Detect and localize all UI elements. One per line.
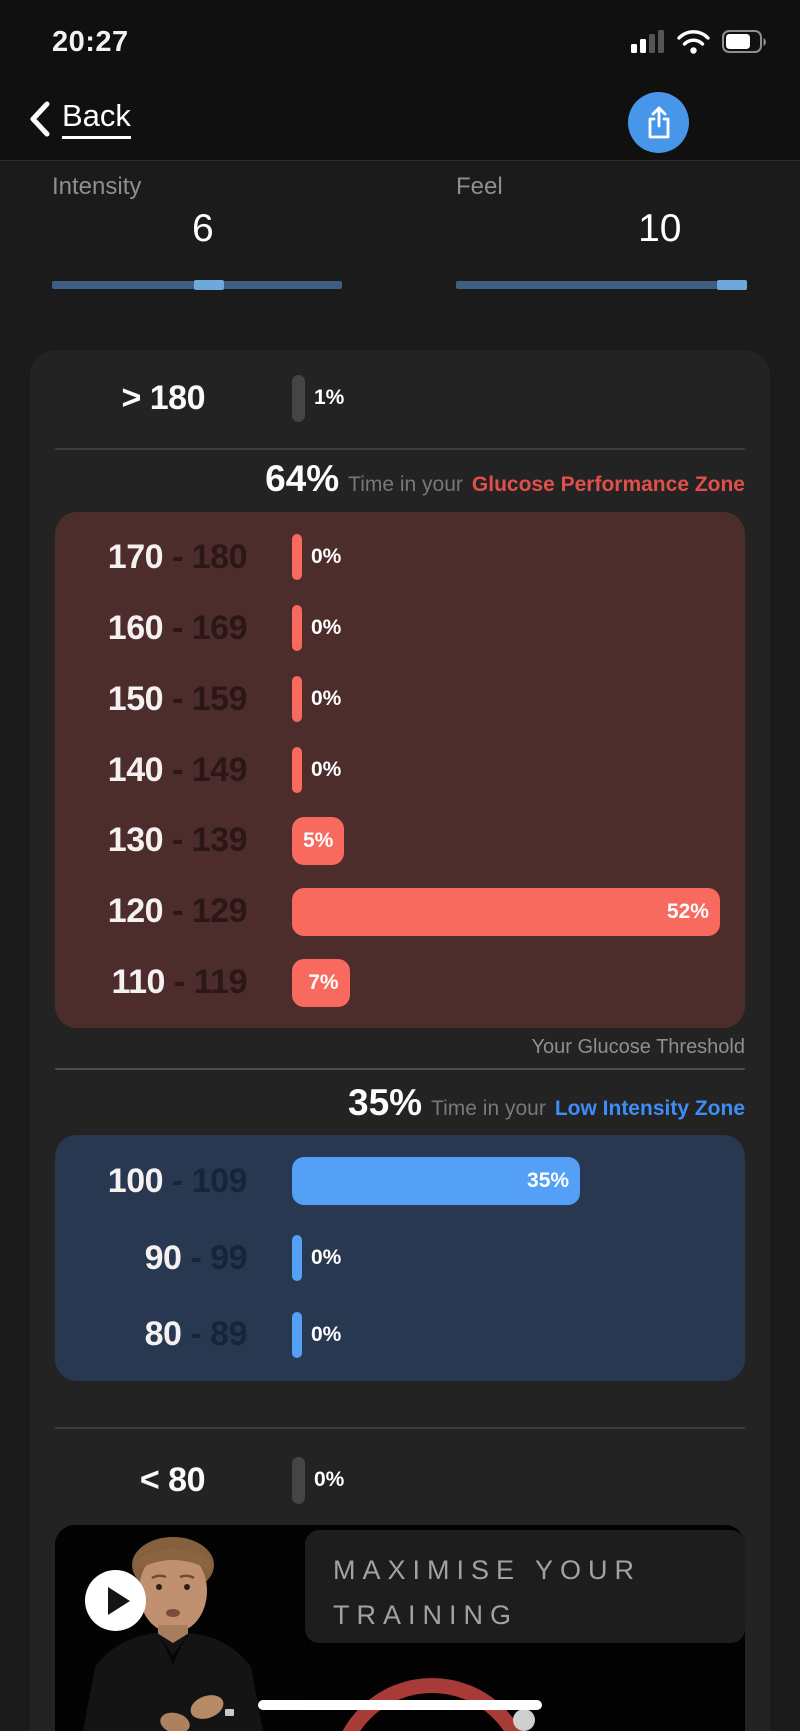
wifi-icon <box>677 30 710 54</box>
intensity-label: Intensity <box>52 173 142 200</box>
intensity-metric: Intensity 6 <box>52 173 342 303</box>
zone-row: 150 - 159 0% 0% <box>55 664 745 735</box>
zone-bar: 0% <box>292 676 302 723</box>
performance-zone-name: Glucose Performance Zone <box>471 473 745 496</box>
divider <box>55 448 745 450</box>
zone-bar: 0% <box>292 1311 302 1358</box>
low-zone-header: 35% Time in your Low Intensity Zone <box>55 1082 745 1124</box>
feel-label: Feel <box>456 173 503 200</box>
zone-bar: 0% <box>292 605 302 652</box>
zone-range-label: 120 - 129 <box>107 892 248 931</box>
zone-pct: 0% <box>311 1322 342 1346</box>
performance-zone-prefix: Time in your <box>348 473 463 496</box>
zone-range-label: 160 - 169 <box>107 608 248 647</box>
zone-range-label: 140 - 149 <box>107 750 248 789</box>
zone-row: 120 - 129 52% 52% <box>55 876 745 947</box>
zone-pct: 0% <box>311 758 342 781</box>
low-zone-name: Low Intensity Zone <box>554 1097 745 1120</box>
zone-range-label: 170 - 180 <box>107 537 248 576</box>
top-header: 20:27 Back <box>0 0 800 161</box>
below-range-pct: 0% <box>314 1468 345 1491</box>
share-button[interactable] <box>628 92 689 153</box>
glucose-zones-card: > 180 1% 64% Time in your Glucose Perfor… <box>30 350 770 1731</box>
logo-arc-dot <box>513 1709 535 1731</box>
video-card[interactable]: MAXIMISE YOUR TRAINING <box>55 1525 745 1731</box>
zone-range-label: 90 - 99 <box>144 1238 248 1277</box>
low-zone-prefix: Time in your <box>431 1097 546 1120</box>
zone-bar: 52% <box>292 887 720 936</box>
intensity-value: 6 <box>191 207 214 250</box>
above-range-row: > 180 1% <box>30 368 770 428</box>
zone-pct: 0% <box>311 545 342 569</box>
zone-row: 170 - 180 0% 0% <box>55 522 745 593</box>
divider <box>55 1427 745 1429</box>
low-zone-pct: 35% <box>348 1082 423 1123</box>
zone-bar: 35% <box>292 1157 581 1206</box>
zone-pct: 0% <box>311 687 342 711</box>
zone-pct: 0% <box>311 1246 342 1269</box>
zone-range-label: 150 - 159 <box>107 679 248 718</box>
zone-row: 130 - 139 5% 5% <box>55 805 745 876</box>
zone-range-label: 100 - 109 <box>107 1161 248 1200</box>
presenter-photo <box>55 1525 305 1731</box>
zone-bar: 0% <box>292 1235 302 1281</box>
chevron-left-icon <box>30 101 50 136</box>
cellular-signal-icon <box>631 30 664 53</box>
zone-bar: 0% <box>292 534 302 581</box>
zone-row: 160 - 169 0% 0% <box>55 593 745 664</box>
glucose-threshold-label: Your Glucose Threshold <box>531 1036 745 1058</box>
video-title-line2: TRAINING <box>333 1600 519 1630</box>
zone-bar: 7% <box>292 958 350 1007</box>
zone-row: 140 - 149 0% 0% <box>55 735 745 806</box>
performance-zone-header: 64% Time in your Glucose Performance Zon… <box>55 458 745 500</box>
play-button[interactable] <box>85 1570 146 1631</box>
performance-zone-panel: 170 - 180 0% 0% 160 - <box>55 512 745 1028</box>
feel-metric: Feel 10 <box>456 173 747 303</box>
above-range-pct: 1% <box>314 386 345 409</box>
zone-range-label: 130 - 139 <box>107 821 248 860</box>
above-range-label: > 180 <box>121 378 205 417</box>
zone-range-label: 110 - 119 <box>111 963 248 1002</box>
zone-row: 110 - 119 7% 7% <box>55 947 745 1018</box>
back-button[interactable]: Back <box>28 98 131 139</box>
video-title-panel: MAXIMISE YOUR TRAINING <box>305 1530 745 1643</box>
performance-zone-pct: 64% <box>265 458 340 499</box>
back-label: Back <box>62 98 131 139</box>
below-range-label: < 80 <box>139 1460 206 1499</box>
feel-slider-thumb[interactable] <box>716 280 747 290</box>
low-zone-panel: 100 - 109 35% 35% 90 - <box>55 1135 745 1381</box>
zone-pct: 0% <box>311 616 342 640</box>
share-icon <box>648 106 669 138</box>
zone-bar: 0% <box>292 747 302 793</box>
intensity-slider-thumb[interactable] <box>193 280 224 290</box>
home-indicator[interactable] <box>258 1700 542 1710</box>
zone-range-label: 80 - 89 <box>144 1315 248 1354</box>
above-range-bar <box>292 374 305 422</box>
feel-slider[interactable] <box>456 280 747 290</box>
below-range-bar <box>292 1456 305 1504</box>
zone-bar: 5% <box>292 816 345 865</box>
battery-icon <box>722 30 766 53</box>
zone-row: 80 - 89 0% 0% <box>55 1296 745 1373</box>
intensity-slider[interactable] <box>52 280 342 290</box>
video-title-line1: MAXIMISE YOUR <box>333 1555 642 1585</box>
status-time: 20:27 <box>52 26 129 58</box>
zone-row: 90 - 99 0% 0% <box>55 1220 745 1297</box>
session-metrics: Intensity 6 Feel 10 <box>0 161 800 319</box>
status-icons <box>631 30 768 54</box>
feel-value: 10 <box>638 207 682 250</box>
divider <box>55 1068 745 1070</box>
zone-row: 100 - 109 35% 35% <box>55 1143 745 1220</box>
below-range-row: < 80 0% <box>30 1450 770 1510</box>
play-icon <box>107 1586 130 1615</box>
